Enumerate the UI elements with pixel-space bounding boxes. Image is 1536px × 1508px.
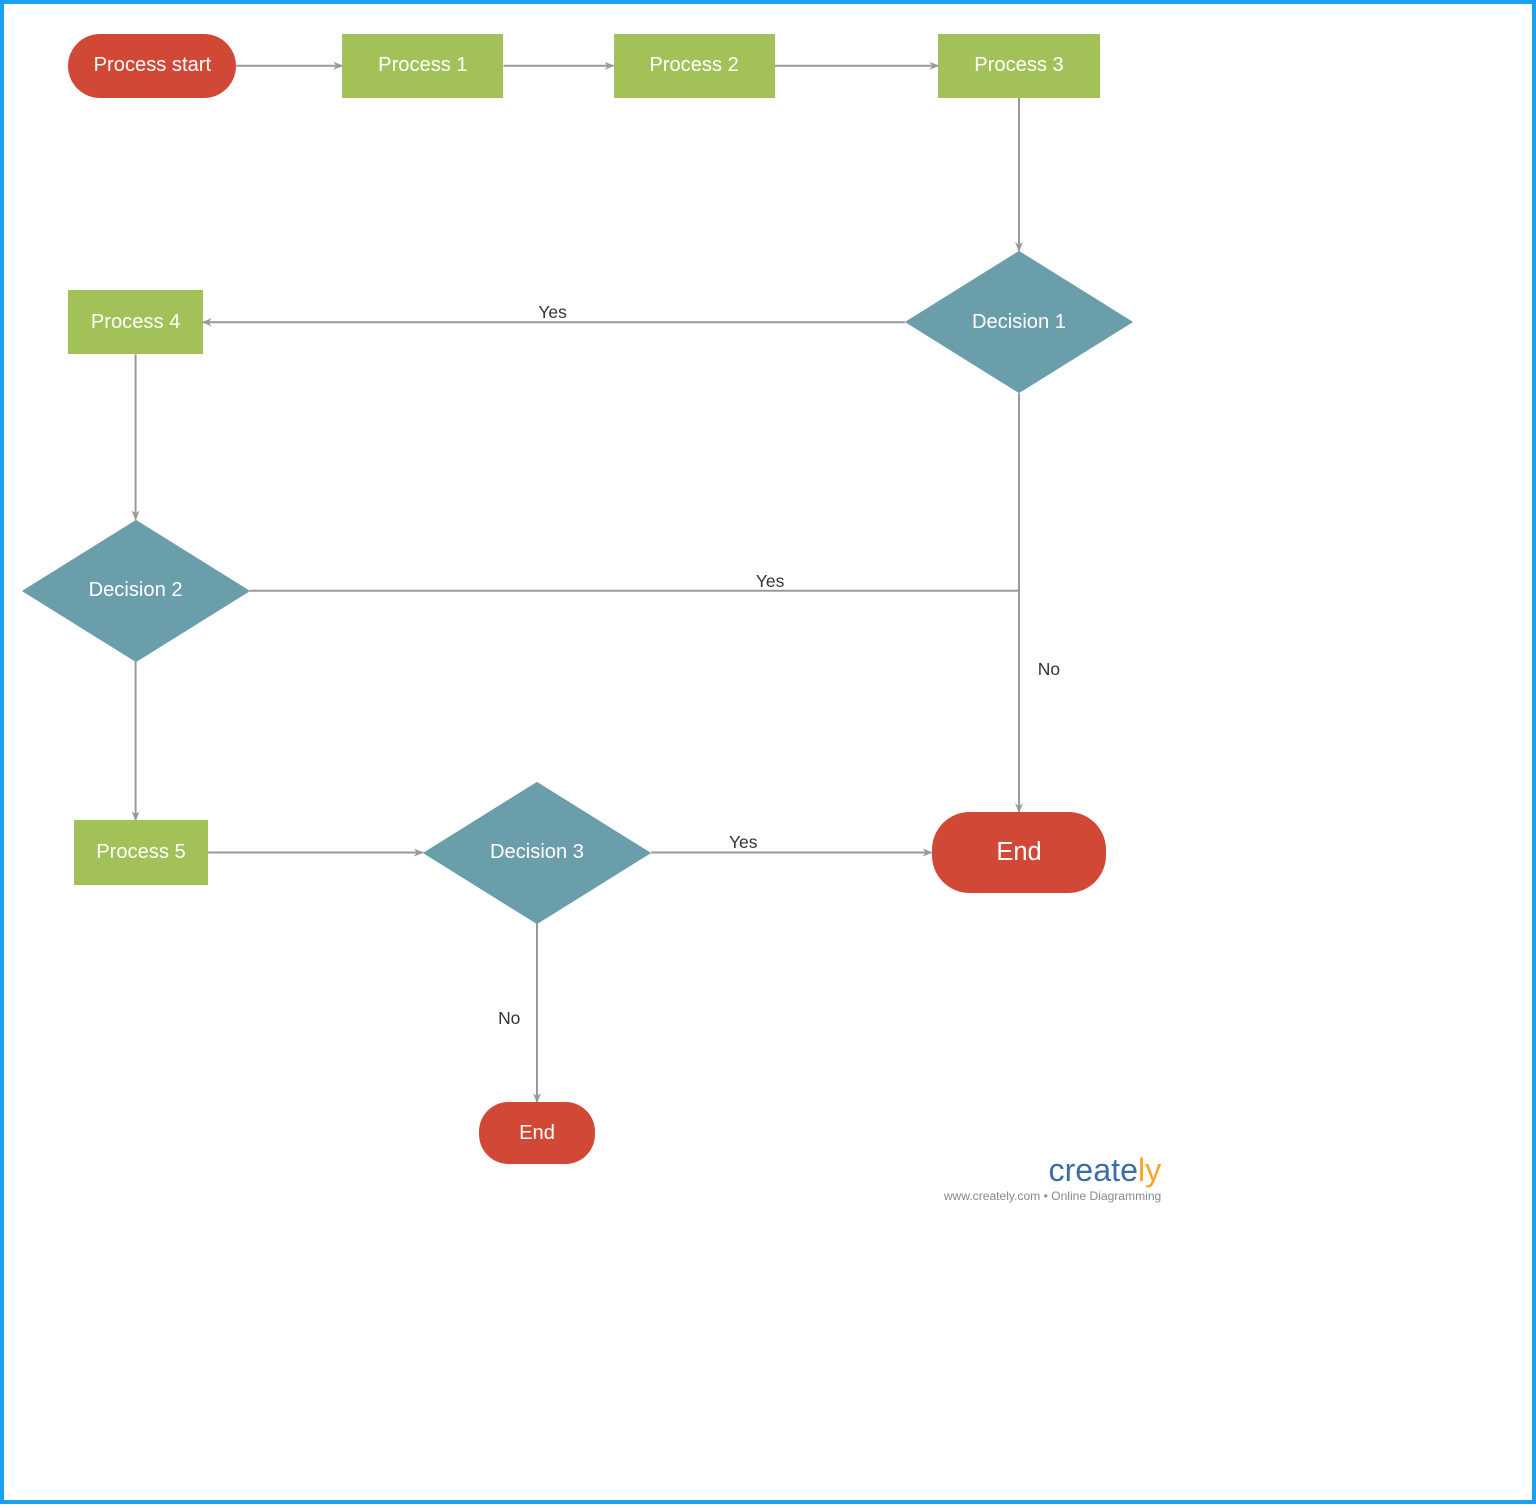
node-label: Process 3 <box>974 54 1063 77</box>
node-p4: Process 4 <box>68 290 202 354</box>
node-end2: End <box>479 1102 594 1164</box>
watermark-brand-accent: ly <box>1138 1152 1161 1188</box>
node-label: Process 4 <box>91 311 180 334</box>
node-d2: Decision 2 <box>21 520 249 662</box>
node-label: End <box>996 838 1041 867</box>
node-label: Decision 3 <box>423 781 651 923</box>
node-label: Decision 2 <box>21 520 249 662</box>
node-start: Process start <box>68 34 236 98</box>
watermark-tagline: www.creately.com • Online Diagramming <box>944 1189 1161 1203</box>
node-p5: Process 5 <box>74 820 208 884</box>
edge-label-d3-end2: No <box>498 1008 520 1029</box>
node-d1: Decision 1 <box>905 251 1133 393</box>
node-label: Process 1 <box>378 54 467 77</box>
node-label: End <box>519 1122 555 1145</box>
watermark-brand-main: create <box>1048 1152 1138 1188</box>
node-p2: Process 2 <box>614 34 775 98</box>
edge-label-d3-end1: Yes <box>729 832 757 853</box>
node-label: Decision 1 <box>905 251 1133 393</box>
node-end1: End <box>932 812 1107 893</box>
edge-label-d2-merge: Yes <box>756 571 784 592</box>
node-p3: Process 3 <box>938 34 1099 98</box>
diagram-frame: Yes Yes No Yes No Process start Process 1 Proce… <box>0 0 1536 1504</box>
node-label: Process start <box>94 54 211 77</box>
edge-label-d1-p4: Yes <box>538 302 566 323</box>
diagram-canvas: Yes Yes No Yes No Process start Process 1 Proce… <box>4 4 1532 1500</box>
node-label: Process 5 <box>96 841 185 864</box>
watermark: createlywww.creately.com • Online Diagra… <box>944 1152 1161 1203</box>
edges-layer <box>4 4 1536 1508</box>
edge-label-d1-end1: No <box>1038 659 1060 680</box>
node-label: Process 2 <box>649 54 738 77</box>
node-p1: Process 1 <box>342 34 503 98</box>
node-d3: Decision 3 <box>423 781 651 923</box>
